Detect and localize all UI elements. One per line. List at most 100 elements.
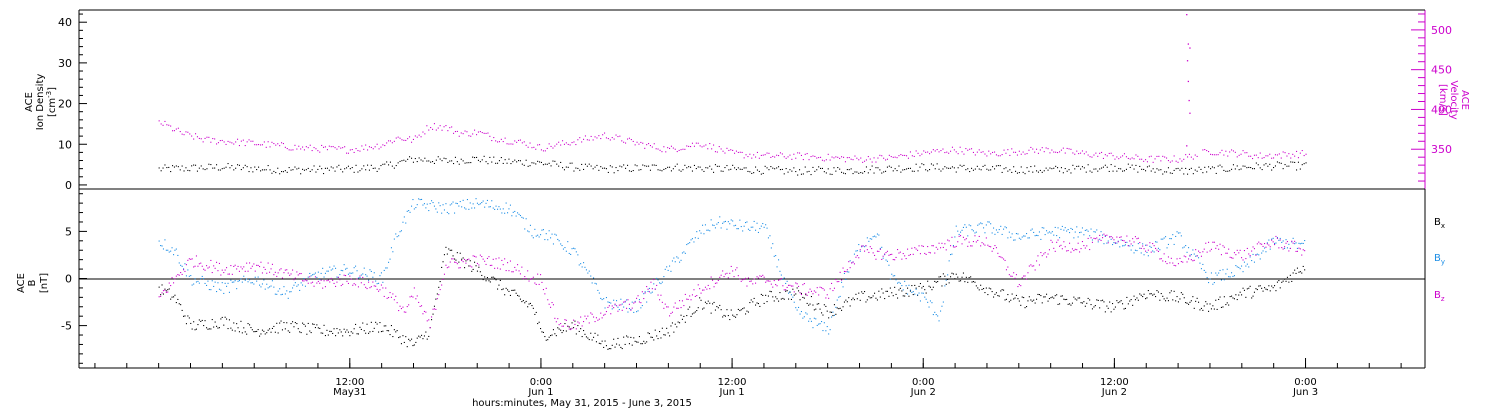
bx-point	[704, 301, 706, 303]
by-point	[790, 294, 792, 296]
bx-point	[335, 335, 337, 337]
bz-point	[491, 264, 493, 266]
velocity-point	[206, 136, 208, 138]
velocity-point	[734, 152, 736, 154]
bz-point	[765, 281, 767, 283]
bx-point	[296, 323, 298, 325]
by-point	[411, 205, 413, 207]
bz-point	[537, 273, 539, 275]
time-tick-label: 0:00	[912, 377, 934, 388]
by-point	[838, 296, 840, 298]
density-point	[1036, 170, 1038, 172]
density-point	[980, 169, 982, 171]
bx-point	[938, 276, 940, 278]
bz-point	[1208, 241, 1210, 243]
velocity-point	[1284, 152, 1286, 154]
velocity-point	[1053, 151, 1055, 153]
by-point	[1010, 236, 1012, 238]
density-point	[479, 161, 481, 163]
bx-point	[1156, 290, 1158, 292]
bx-point	[1021, 296, 1023, 298]
by-point	[593, 277, 595, 279]
velocity-point	[709, 143, 711, 145]
bz-point	[398, 310, 400, 312]
bz-point	[1176, 258, 1178, 260]
bz-point	[729, 272, 731, 274]
by-point	[340, 269, 342, 271]
density-point	[713, 171, 715, 173]
bz-point	[604, 313, 606, 315]
velocity-point	[640, 141, 642, 143]
density-point	[894, 168, 896, 170]
bz-point	[691, 294, 693, 296]
bx-point	[915, 287, 917, 289]
bz-point	[759, 275, 761, 277]
by-point	[515, 215, 517, 217]
bx-point	[257, 329, 259, 331]
density-point	[181, 165, 183, 167]
bx-point	[1057, 303, 1059, 305]
bz-point	[294, 277, 296, 279]
bz-point	[597, 319, 599, 321]
bx-point	[641, 343, 643, 345]
by-point	[317, 271, 319, 273]
bx-point	[574, 320, 576, 322]
bz-point	[194, 265, 196, 267]
density-point	[722, 170, 724, 172]
bx-point	[1286, 276, 1288, 278]
bz-point	[412, 296, 414, 298]
bx-point	[246, 333, 248, 335]
velocity-point	[586, 139, 588, 141]
velocity-point	[389, 140, 391, 142]
velocity-point	[562, 140, 564, 142]
density-point	[309, 170, 311, 172]
bz-point	[648, 291, 650, 293]
velocity-point	[659, 149, 661, 151]
bz-point	[885, 252, 887, 254]
velocity-point	[468, 135, 470, 137]
density-point	[540, 161, 542, 163]
by-point	[987, 221, 989, 223]
bz-point	[1126, 235, 1128, 237]
density-point	[246, 166, 248, 168]
by-point	[779, 270, 781, 272]
bx-point	[259, 335, 261, 337]
bx-point	[1251, 297, 1253, 299]
bx-point	[836, 307, 838, 309]
density-point	[1080, 168, 1082, 170]
by-point	[773, 255, 775, 257]
by-point	[241, 281, 243, 283]
bx-point	[941, 285, 943, 287]
density-point	[860, 172, 862, 174]
bx-point	[398, 337, 400, 339]
bx-point	[752, 301, 754, 303]
velocity-point	[1211, 154, 1213, 156]
density-point	[286, 171, 288, 173]
density-point	[1219, 164, 1221, 166]
by-point	[243, 275, 245, 277]
by-point	[1100, 231, 1102, 233]
velocity-point	[1223, 154, 1225, 156]
by-point	[261, 283, 263, 285]
by-point	[281, 293, 283, 295]
density-point	[571, 162, 573, 164]
bx-point	[1086, 302, 1088, 304]
bz-point	[552, 304, 554, 306]
bx-point	[455, 259, 457, 261]
bx-point	[1130, 299, 1132, 301]
by-point	[1084, 229, 1086, 231]
velocity-point	[208, 136, 210, 138]
bx-point	[1070, 304, 1072, 306]
density-point	[1263, 164, 1265, 166]
bx-point	[610, 348, 612, 350]
by-point	[696, 231, 698, 233]
bx-point	[988, 287, 990, 289]
bx-point	[1223, 296, 1225, 298]
velocity-point	[481, 132, 483, 134]
by-point	[975, 231, 977, 233]
by-point	[869, 238, 871, 240]
density-point	[925, 169, 927, 171]
density-point	[563, 169, 565, 171]
velocity-point	[1020, 153, 1022, 155]
bx-point	[846, 301, 848, 303]
